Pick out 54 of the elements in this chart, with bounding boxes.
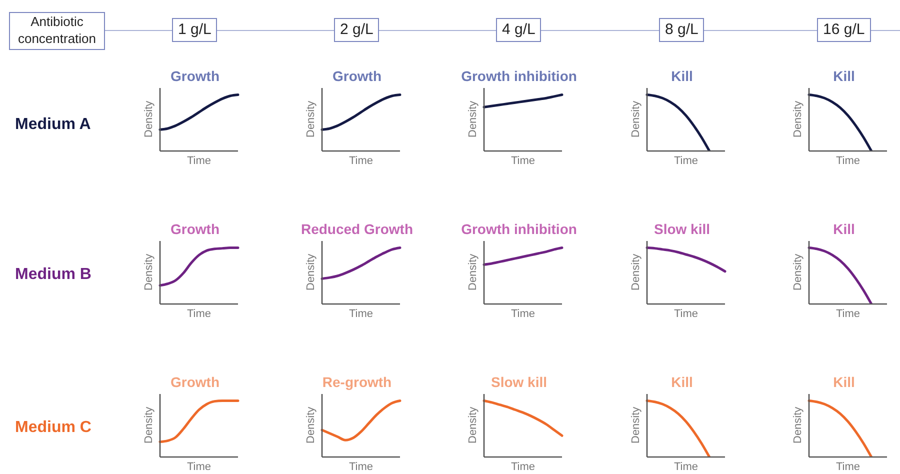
y-axis-title: Density [304,406,317,444]
text: 16 g/L [817,18,871,42]
text: 1 g/L [172,18,218,42]
y-axis-title: Density [142,406,155,444]
chart-title: Kill [670,374,694,390]
chart-title: Reduced Growth [300,221,414,237]
chart-title: Growth [170,221,220,237]
text: Medium A [15,116,91,134]
chart-title: Growth [170,374,220,390]
chart-title: Re-growth [321,374,393,390]
x-axis-title: Time [674,155,698,167]
y-axis-title: Density [466,406,479,444]
y-axis-title: Density [630,253,642,290]
x-axis-title: Time [836,155,860,167]
x-axis-title: Time [674,461,698,473]
chart-title: Kill [832,68,856,84]
chart-title: Slow kill [652,221,711,237]
y-axis-title: Density [630,100,642,138]
x-axis-title: Time [674,308,698,320]
chart-title: Growth [332,68,382,84]
chart-title: Kill [670,68,694,84]
chart-title: Kill [832,374,856,390]
text: Medium C [15,419,92,437]
chart-title: Growth inhibition [460,68,578,84]
y-axis-title: Density [304,253,317,290]
y-axis-title: Density [792,253,804,290]
y-axis-title: Density [792,406,804,444]
x-axis-title: Time [186,308,212,320]
y-axis-title: Density [142,100,155,138]
x-axis-title: Time [836,461,860,473]
x-axis-title: Time [186,155,212,167]
y-axis-title: Density [792,100,804,138]
y-axis-title: Density [466,100,479,138]
x-axis-title: Time [186,461,212,473]
y-axis-title: Density [142,253,155,290]
y-axis-title: Density [466,253,479,290]
chart-title: Growth inhibition [460,221,578,237]
x-axis-title: Time [348,461,374,473]
text: 2 g/L [334,18,380,42]
x-axis-title: Time [510,308,536,320]
text: Medium B [15,266,92,284]
text: 8 g/L [659,18,704,42]
y-axis-title: Density [630,406,642,444]
x-axis-title: Time [510,155,536,167]
text: 4 g/L [496,18,542,42]
x-axis-title: Time [348,308,374,320]
y-axis-title: Density [304,100,317,138]
chart-title: Kill [832,221,856,237]
x-axis-title: Time [510,461,536,473]
text: Antibiotic concentration [9,12,105,50]
x-axis-title: Time [348,155,374,167]
chart-title: Slow kill [490,374,548,390]
chart-title: Growth [170,68,220,84]
x-axis-title: Time [836,308,860,320]
